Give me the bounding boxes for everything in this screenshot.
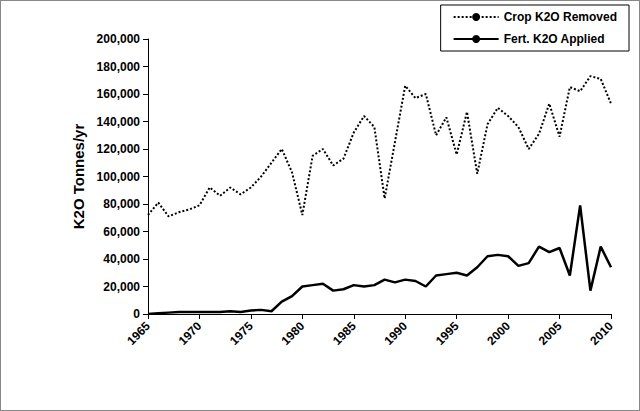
- svg-text:1980: 1980: [279, 319, 308, 348]
- svg-text:40,000: 40,000: [103, 252, 140, 266]
- svg-text:0: 0: [133, 307, 140, 321]
- svg-text:Crop K2O Removed: Crop K2O Removed: [504, 10, 617, 24]
- svg-text:1975: 1975: [227, 319, 256, 348]
- svg-text:Fert. K2O Applied: Fert. K2O Applied: [504, 32, 605, 46]
- svg-text:2005: 2005: [536, 319, 565, 348]
- svg-text:K2O Tonnes/yr: K2O Tonnes/yr: [70, 124, 87, 230]
- svg-text:60,000: 60,000: [103, 225, 140, 239]
- svg-text:1965: 1965: [124, 319, 153, 348]
- svg-text:160,000: 160,000: [97, 87, 141, 101]
- svg-text:1970: 1970: [176, 319, 205, 348]
- svg-text:1990: 1990: [381, 319, 410, 348]
- svg-text:80,000: 80,000: [103, 197, 140, 211]
- svg-text:140,000: 140,000: [97, 115, 141, 129]
- svg-text:2000: 2000: [484, 319, 513, 348]
- svg-text:180,000: 180,000: [97, 60, 141, 74]
- svg-text:100,000: 100,000: [97, 170, 141, 184]
- svg-text:1985: 1985: [330, 319, 359, 348]
- svg-text:2010: 2010: [587, 319, 616, 348]
- svg-text:120,000: 120,000: [97, 142, 141, 156]
- svg-text:200,000: 200,000: [97, 32, 141, 46]
- svg-text:20,000: 20,000: [103, 280, 140, 294]
- svg-text:1995: 1995: [433, 319, 462, 348]
